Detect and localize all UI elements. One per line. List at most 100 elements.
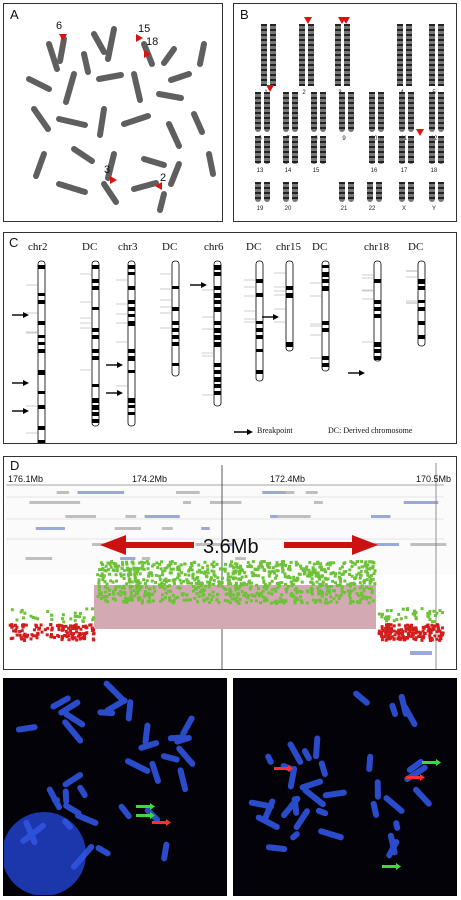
panel-c: C chr2 DC chr3 DC chr6 DC chr15 DC chr18 DC Break… — [3, 232, 457, 444]
ideogram-header: DC — [82, 241, 98, 253]
chromosome-3 — [344, 24, 350, 86]
ideogram-header: DC — [408, 241, 424, 253]
chromosome-15 — [311, 136, 317, 164]
ideogram — [160, 260, 180, 377]
chromosome-15 — [320, 136, 326, 164]
chromosome-9 — [339, 92, 345, 132]
chromosome-X — [408, 182, 414, 202]
chromosome-10 — [378, 92, 384, 132]
chromosome-12 — [429, 92, 435, 132]
fish-image-e — [4, 679, 226, 895]
arrow-left-icon — [100, 535, 126, 555]
marker-arrowheads — [59, 34, 162, 190]
ideogram-header: chr18 — [364, 241, 390, 253]
fish-signal — [152, 821, 166, 824]
ideogram-header: chr3 — [118, 241, 138, 253]
arrowhead-18-icon — [144, 50, 151, 58]
chromosome-19 — [255, 182, 261, 202]
marker-3-label: 3 — [104, 164, 111, 176]
arrow-right-icon — [352, 535, 378, 555]
chromosome-label: 18 — [431, 168, 438, 174]
ideogram — [406, 260, 426, 347]
chromosome-6 — [255, 92, 261, 132]
chromosome-13 — [255, 136, 261, 164]
chromosome-13 — [264, 136, 270, 164]
breakpoint-arrowhead-icon — [266, 85, 274, 92]
breakpoint-arrowhead-icon — [416, 129, 424, 136]
chromosome-label: 2 — [302, 90, 306, 96]
chromosome-14 — [292, 136, 298, 164]
chromosome-X — [399, 182, 405, 202]
ideogram-header: chr6 — [204, 241, 224, 253]
panel-f: F — [233, 678, 457, 896]
chromosome-17 — [399, 136, 405, 164]
chromosome-7 — [292, 92, 298, 132]
chromosome-label: 14 — [285, 168, 292, 174]
arrowhead-2-icon — [155, 182, 162, 190]
chromosome-Y — [438, 182, 444, 202]
chromosome-8 — [311, 92, 317, 132]
ideogram-header: DC — [246, 241, 262, 253]
deletion-size-label: 3.6Mb — [203, 536, 259, 558]
fish-signal — [136, 814, 150, 817]
chromosome-11 — [408, 92, 414, 132]
chromosome-19 — [264, 182, 270, 202]
coord-172-4: 172.4Mb — [270, 474, 306, 484]
coord-174-2: 174.2Mb — [132, 474, 168, 484]
fish-signal — [422, 761, 436, 764]
chromosome-label: 9 — [342, 136, 346, 142]
chromosome-20 — [283, 182, 289, 202]
ideogram — [274, 260, 294, 352]
chromosome-label: 19 — [257, 206, 264, 212]
chromosome-3 — [335, 24, 341, 86]
ideogram-header: DC — [312, 241, 328, 253]
chromosome-16 — [378, 136, 384, 164]
panel-e: E — [3, 678, 227, 896]
chromosome-1 — [270, 24, 276, 86]
fish-signal — [406, 776, 420, 779]
fish-signal — [274, 767, 288, 770]
chromosome-18 — [429, 136, 435, 164]
chromosome-22 — [367, 182, 373, 202]
metaphase-spread-image — [26, 26, 216, 213]
marker-2-label: 2 — [160, 172, 167, 184]
coord-170-5: 170.5Mb — [416, 474, 452, 484]
chromosome-2 — [308, 24, 314, 86]
breakpoint-arrowhead-icon — [342, 17, 350, 24]
karyogram-image: 12345678910111213141516171819202122XY — [255, 17, 444, 212]
chromosome-label: Y — [432, 206, 436, 212]
chromosome-2 — [299, 24, 305, 86]
chromosome-7 — [283, 92, 289, 132]
chromosome-6 — [264, 92, 270, 132]
ideogram — [26, 260, 46, 443]
panel-b: B 12345678910111213141516171819202122XY — [233, 3, 457, 222]
breakpoint-legend-arrow-icon — [234, 429, 253, 435]
marker-18-label: 18 — [146, 36, 159, 48]
ideogram-header: DC — [162, 241, 178, 253]
ideogram — [116, 260, 136, 427]
ideogram — [80, 260, 100, 427]
chromosome-1 — [261, 24, 267, 86]
fish-image-f — [234, 679, 456, 895]
chromosome-22 — [376, 182, 382, 202]
ideogram — [362, 260, 382, 362]
chromosome-17 — [408, 136, 414, 164]
chromosome-label: 15 — [313, 168, 320, 174]
derived-chromosome-legend: DC: Derived chromosome — [328, 426, 413, 435]
chromosome-16 — [369, 136, 375, 164]
chromosome-label: X — [402, 206, 406, 212]
chromosome-label: 16 — [371, 168, 378, 174]
panel-d: D 176.1Mb 174.2Mb 172.4Mb 170.5Mb 3.6Mb — [3, 456, 457, 670]
chromosome-cluster — [248, 690, 432, 859]
chromosome-4 — [406, 24, 412, 86]
chromosome-label: 13 — [257, 168, 264, 174]
chromosome-14 — [283, 136, 289, 164]
chromosome-4 — [397, 24, 403, 86]
ideogram-header: chr15 — [276, 241, 302, 253]
chromosome-10 — [369, 92, 375, 132]
breakpoint-legend: Breakpoint — [257, 426, 293, 435]
panel-d-label: D — [10, 458, 20, 473]
chromosome-5 — [429, 24, 435, 86]
ideogram-set — [12, 260, 426, 443]
breakpoint-arrowhead-icon — [304, 17, 312, 24]
